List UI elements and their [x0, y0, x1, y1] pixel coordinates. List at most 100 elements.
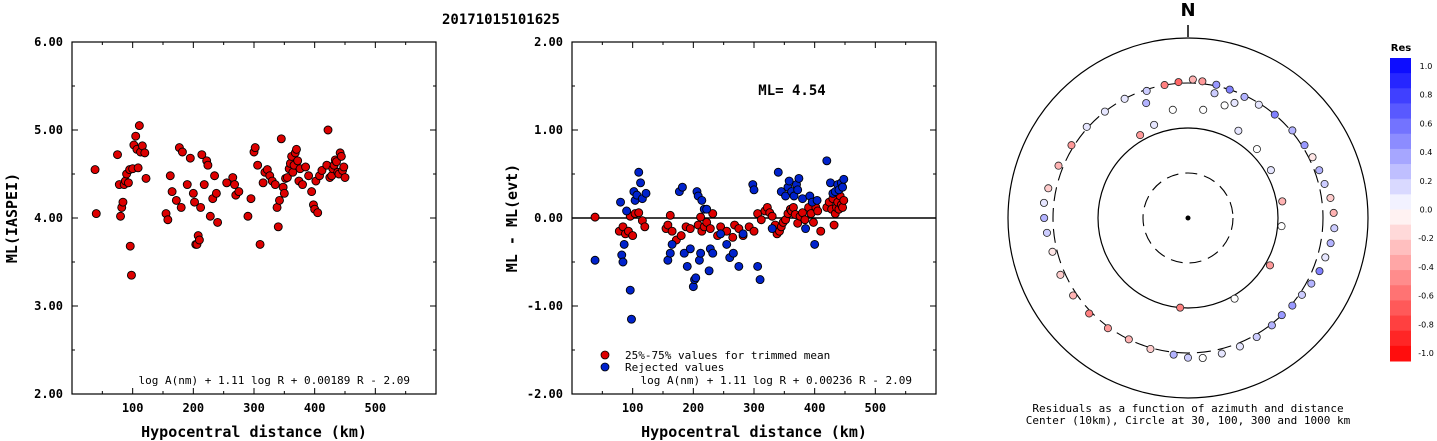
polar-point — [1044, 184, 1053, 193]
polar-point — [1315, 267, 1324, 276]
data-point — [708, 209, 718, 219]
colorbar-block — [1390, 300, 1411, 317]
colorbar-block — [1390, 58, 1411, 74]
data-point — [273, 222, 283, 232]
data-point — [702, 204, 712, 214]
data-point — [131, 131, 141, 141]
left-plot-frame — [71, 41, 437, 395]
y-tick-label: 2.00 — [534, 35, 563, 49]
middle-panel: 2.00 1.00 0.00 -1.00 -2.00 100 200 300 400 500 M… — [503, 35, 937, 441]
data-point — [691, 273, 701, 283]
left-points — [90, 121, 350, 280]
middle-legend: 25%-75% values for trimmed mean Rejected… — [600, 349, 830, 374]
x-tick-label: 500 — [364, 401, 386, 415]
data-point — [211, 188, 221, 198]
ring-1000km — [1007, 37, 1369, 399]
data-point — [127, 270, 136, 280]
data-point — [810, 239, 820, 249]
data-point — [696, 248, 706, 258]
data-point — [133, 163, 143, 173]
data-point — [188, 188, 198, 198]
x-tick-label: 200 — [182, 401, 204, 415]
data-point — [704, 266, 714, 276]
colorbar-block — [1390, 330, 1411, 347]
data-point — [113, 150, 122, 160]
data-point — [627, 314, 636, 324]
polar-point — [1040, 213, 1049, 222]
data-point — [116, 211, 125, 221]
data-point — [213, 217, 223, 227]
left-panel: 6.00 5.00 4.00 3.00 2.00 100 200 300 400 500 ML(… — [3, 35, 437, 441]
left-x-ticks: 100 200 300 400 500 — [101, 42, 407, 415]
polar-point — [1039, 198, 1048, 207]
polar-point — [1176, 303, 1185, 312]
colorbar-block — [1390, 73, 1411, 89]
data-point — [800, 215, 810, 225]
data-point — [167, 187, 177, 197]
data-point — [812, 195, 822, 205]
data-point — [246, 194, 256, 204]
data-point — [234, 187, 244, 197]
colorbar-label: -1.0 — [1418, 349, 1434, 358]
data-point — [313, 208, 323, 218]
polar-point — [1326, 193, 1335, 202]
left-y-axis-label: ML(IASPEI) — [3, 173, 21, 263]
data-point — [275, 195, 284, 205]
data-point — [679, 248, 689, 258]
data-point — [125, 241, 135, 251]
colorbar-label: 1.0 — [1420, 62, 1433, 71]
polar-point — [1174, 78, 1183, 87]
figure-title: 20171015101625 — [442, 12, 560, 28]
legend-label-trimmed: 25%-75% values for trimmed mean — [625, 349, 830, 362]
polar-caption-line1: Residuals as a function of azimuth and d… — [1032, 402, 1343, 415]
colorbar-labels: 1.0 0.8 0.6 0.4 0.2 0.0 -0.2 -0.4 -0.6 -0.8 -1.0 — [1418, 62, 1434, 358]
data-point — [641, 188, 651, 198]
polar-point — [1252, 333, 1261, 342]
data-point — [734, 261, 744, 271]
north-label: N — [1180, 0, 1195, 21]
data-point — [293, 156, 303, 166]
polar-point — [1300, 141, 1309, 150]
left-x-axis-label: Hypocentral distance (km) — [141, 423, 367, 441]
polar-points — [1039, 75, 1339, 362]
data-point — [270, 180, 280, 190]
polar-point — [1198, 77, 1207, 86]
polar-point — [1085, 309, 1094, 318]
colorbar-block — [1390, 285, 1411, 301]
data-point — [590, 212, 600, 222]
data-point — [685, 244, 695, 254]
polar-point — [1315, 166, 1324, 175]
polar-point — [1326, 239, 1335, 248]
data-point — [781, 191, 790, 201]
data-point — [676, 231, 686, 241]
middle-y-ticks: 2.00 1.00 0.00 -1.00 -2.00 — [527, 35, 936, 401]
polar-point — [1124, 335, 1133, 344]
colorbar-block — [1390, 239, 1411, 256]
colorbar-label: 0.0 — [1420, 206, 1433, 215]
data-point — [722, 239, 732, 249]
data-point — [667, 239, 677, 249]
polar-point — [1278, 197, 1287, 206]
polar-point — [1308, 153, 1317, 162]
data-point — [253, 160, 263, 170]
data-point — [767, 211, 777, 221]
data-point — [839, 195, 849, 205]
data-point — [640, 222, 650, 232]
polar-point — [1297, 290, 1306, 299]
data-point — [756, 215, 766, 225]
x-tick-label: 100 — [122, 401, 144, 415]
y-tick-label: 5.00 — [34, 123, 63, 137]
ring-300km — [1052, 82, 1324, 354]
y-tick-label: 6.00 — [34, 35, 63, 49]
data-point — [728, 248, 738, 258]
data-point — [182, 180, 192, 190]
ring-100km — [1097, 127, 1279, 309]
data-point — [177, 147, 187, 157]
polar-point — [1240, 92, 1249, 101]
colorbar-label: -0.6 — [1418, 292, 1434, 301]
data-point — [622, 206, 632, 216]
polar-point — [1142, 86, 1151, 95]
colorbar-label: 0.8 — [1420, 91, 1433, 100]
data-point — [205, 211, 215, 221]
legend-label-rejected: Rejected values — [625, 361, 724, 374]
